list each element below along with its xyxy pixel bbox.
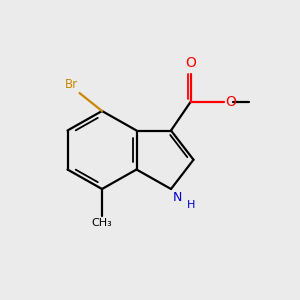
- Text: O: O: [185, 56, 196, 70]
- Text: N: N: [172, 191, 182, 204]
- Text: CH₃: CH₃: [92, 218, 112, 227]
- Text: H: H: [187, 200, 195, 209]
- Text: O: O: [225, 95, 236, 109]
- Text: Br: Br: [65, 78, 78, 91]
